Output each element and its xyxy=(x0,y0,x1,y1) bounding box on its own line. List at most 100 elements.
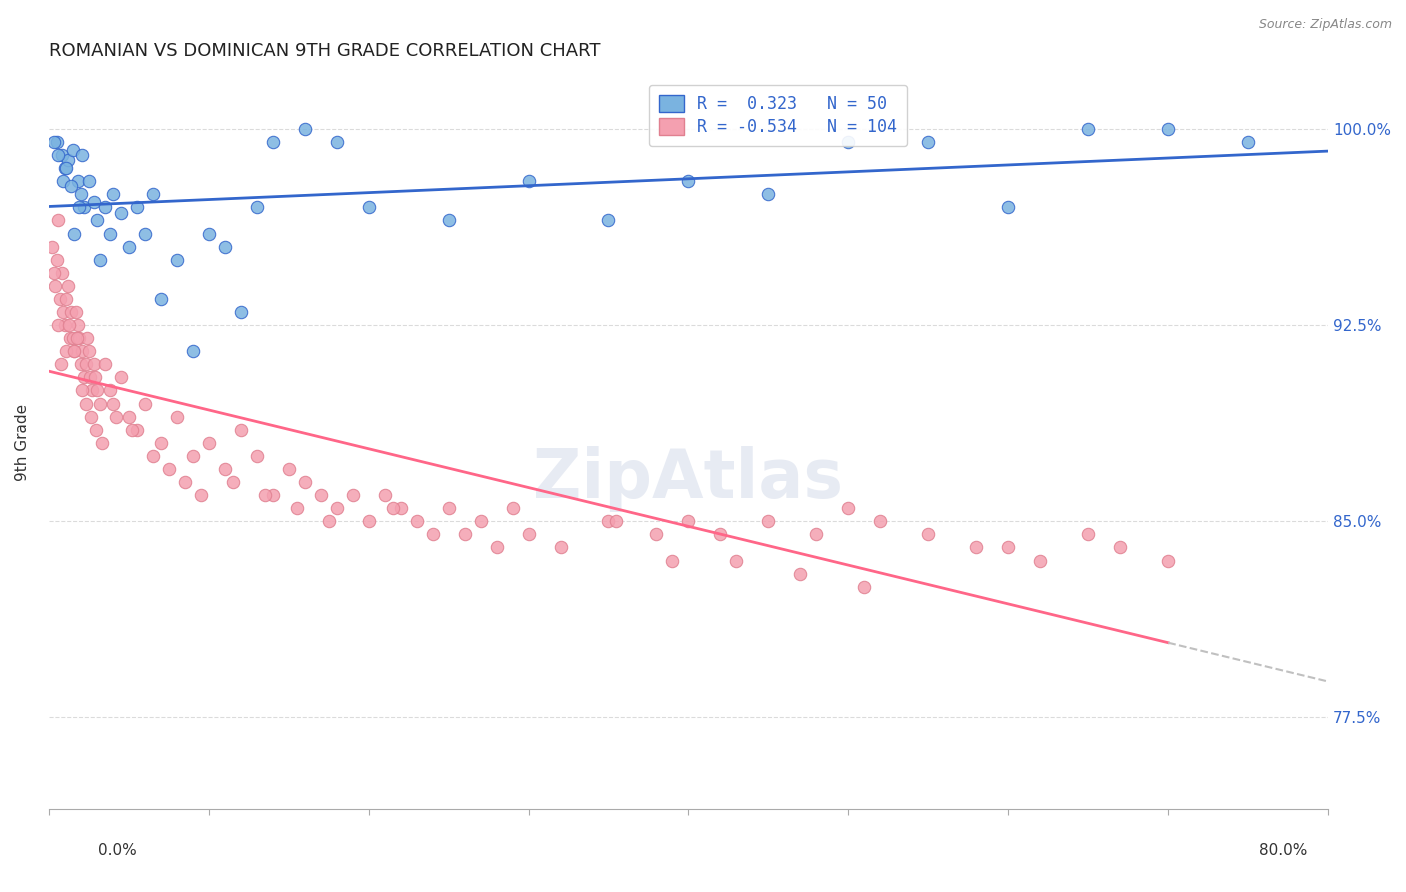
Point xyxy=(67,331,90,345)
Point xyxy=(52,174,75,188)
Legend: R =  0.323   N = 50, R = -0.534   N = 104: R = 0.323 N = 50, R = -0.534 N = 104 xyxy=(648,85,907,146)
Point xyxy=(72,148,94,162)
Point xyxy=(229,423,252,437)
Point xyxy=(75,357,97,371)
Point xyxy=(49,357,72,371)
Point xyxy=(65,305,87,319)
Point xyxy=(806,527,828,541)
Point xyxy=(142,449,165,463)
Point xyxy=(1157,122,1180,136)
Point xyxy=(84,370,107,384)
Point xyxy=(166,252,188,267)
Point xyxy=(605,514,627,528)
Point xyxy=(598,514,620,528)
Point xyxy=(709,527,731,541)
Point xyxy=(517,527,540,541)
Text: ROMANIAN VS DOMINICAN 9TH GRADE CORRELATION CHART: ROMANIAN VS DOMINICAN 9TH GRADE CORRELAT… xyxy=(49,42,600,60)
Point xyxy=(52,305,75,319)
Point xyxy=(997,541,1019,555)
Point xyxy=(453,527,475,541)
Point xyxy=(1029,553,1052,567)
Text: ZipAtlas: ZipAtlas xyxy=(533,446,844,512)
Point xyxy=(246,449,269,463)
Point xyxy=(60,179,83,194)
Point xyxy=(221,475,243,489)
Point xyxy=(58,331,80,345)
Point xyxy=(110,205,132,219)
Point xyxy=(325,135,347,149)
Point xyxy=(405,514,427,528)
Point xyxy=(997,200,1019,214)
Point xyxy=(73,370,96,384)
Point xyxy=(357,514,380,528)
Point xyxy=(181,344,204,359)
Point xyxy=(214,462,236,476)
Point xyxy=(93,357,115,371)
Point xyxy=(118,239,141,253)
Point xyxy=(517,174,540,188)
Point xyxy=(325,501,347,516)
Point xyxy=(62,143,84,157)
Point xyxy=(62,331,84,345)
Point xyxy=(69,187,91,202)
Point xyxy=(357,200,380,214)
Point xyxy=(173,475,195,489)
Point xyxy=(42,266,65,280)
Point xyxy=(837,501,859,516)
Point xyxy=(485,541,508,555)
Point xyxy=(125,423,148,437)
Point xyxy=(229,305,252,319)
Text: 0.0%: 0.0% xyxy=(98,843,138,858)
Point xyxy=(58,318,80,332)
Point xyxy=(67,200,90,214)
Point xyxy=(77,344,100,359)
Point xyxy=(678,514,700,528)
Point xyxy=(470,514,492,528)
Point xyxy=(661,553,683,567)
Point xyxy=(277,462,299,476)
Point xyxy=(55,161,77,176)
Point xyxy=(46,148,69,162)
Point xyxy=(1157,553,1180,567)
Point xyxy=(69,357,91,371)
Point xyxy=(73,200,96,214)
Point xyxy=(63,227,86,241)
Point xyxy=(41,239,63,253)
Point xyxy=(422,527,444,541)
Point xyxy=(869,514,891,528)
Point xyxy=(1109,541,1132,555)
Point xyxy=(758,514,780,528)
Point xyxy=(181,449,204,463)
Point xyxy=(104,409,127,424)
Point xyxy=(389,501,412,516)
Point xyxy=(80,409,103,424)
Point xyxy=(121,423,143,437)
Point xyxy=(51,148,73,162)
Text: 80.0%: 80.0% xyxy=(1260,843,1308,858)
Point xyxy=(55,344,77,359)
Point xyxy=(55,292,77,306)
Point xyxy=(46,213,69,227)
Point xyxy=(157,462,180,476)
Point xyxy=(197,227,219,241)
Point xyxy=(917,135,939,149)
Point xyxy=(149,435,172,450)
Point xyxy=(1237,135,1260,149)
Point xyxy=(98,384,121,398)
Point xyxy=(53,161,76,176)
Point xyxy=(53,318,76,332)
Point xyxy=(149,292,172,306)
Point xyxy=(262,488,284,502)
Point xyxy=(1077,122,1099,136)
Point xyxy=(502,501,524,516)
Point xyxy=(645,527,668,541)
Point xyxy=(89,396,111,410)
Point xyxy=(253,488,276,502)
Point xyxy=(89,252,111,267)
Point xyxy=(79,370,101,384)
Point xyxy=(789,566,811,581)
Point xyxy=(190,488,212,502)
Text: Source: ZipAtlas.com: Source: ZipAtlas.com xyxy=(1258,18,1392,31)
Point xyxy=(93,200,115,214)
Point xyxy=(134,396,156,410)
